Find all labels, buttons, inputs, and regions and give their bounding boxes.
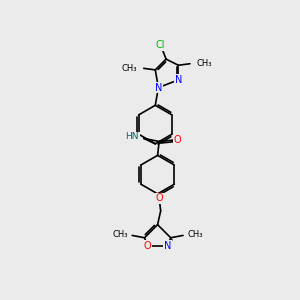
Text: O: O (144, 241, 152, 251)
Text: N: N (175, 75, 182, 85)
Text: O: O (155, 194, 163, 203)
Text: N: N (155, 82, 162, 93)
Text: O: O (174, 135, 182, 145)
Text: CH₃: CH₃ (112, 230, 128, 239)
Text: HN: HN (126, 132, 139, 141)
Text: CH₃: CH₃ (188, 230, 203, 239)
Text: CH₃: CH₃ (197, 59, 212, 68)
Text: Cl: Cl (155, 40, 165, 50)
Text: N: N (164, 241, 171, 251)
Text: CH₃: CH₃ (121, 64, 137, 73)
